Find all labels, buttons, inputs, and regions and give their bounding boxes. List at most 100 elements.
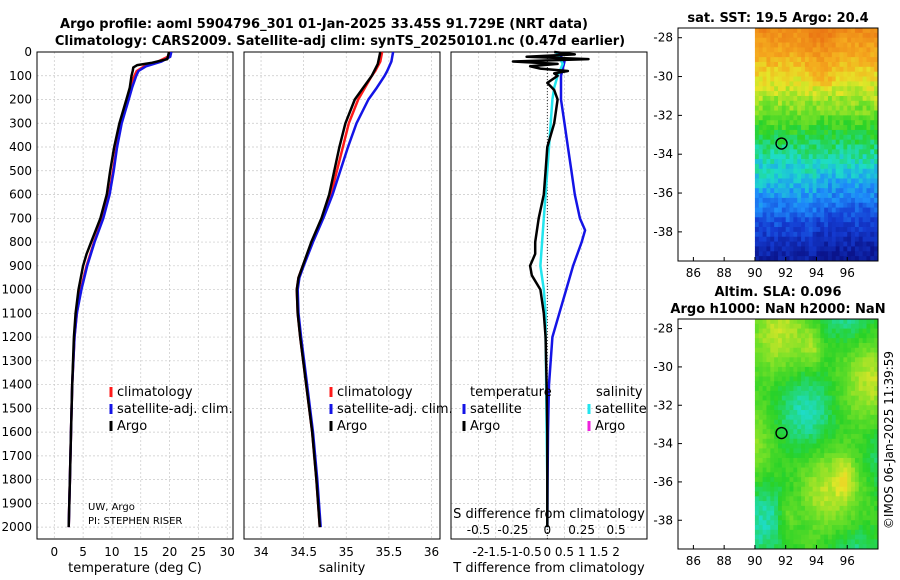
map-cell: [851, 168, 856, 175]
map-cell: [843, 202, 848, 208]
map-cell: [789, 86, 794, 92]
map-cell: [781, 105, 787, 111]
map-cell: [774, 32, 779, 39]
map-cell: [808, 390, 814, 397]
map-cell: [816, 222, 821, 228]
map-cell: [839, 366, 844, 373]
map-cell: [870, 400, 875, 406]
map-cell: [781, 386, 787, 392]
map-cell: [793, 424, 798, 430]
map-cell: [774, 438, 779, 444]
map-cell: [839, 414, 844, 421]
map-cell: [785, 457, 790, 464]
map-cell: [843, 149, 848, 155]
map-cell: [828, 477, 833, 483]
map-cell: [754, 57, 760, 63]
map-cell: [808, 105, 814, 111]
map-cell: [866, 333, 871, 339]
map-cell: [758, 520, 764, 526]
map-cell: [758, 410, 764, 416]
map-cell: [874, 477, 879, 483]
map-cell: [824, 81, 829, 87]
map-cell: [874, 448, 879, 454]
map-cell: [762, 328, 767, 334]
map-cell: [770, 429, 775, 435]
map-cell: [835, 419, 840, 425]
map-cell: [858, 486, 864, 492]
map-cell: [870, 28, 875, 34]
map-cell: [770, 386, 775, 392]
map-cell: [835, 188, 840, 194]
map-cell: [828, 357, 833, 363]
depth-tick-label: 1000: [1, 283, 32, 297]
map-cell: [778, 168, 783, 175]
map-cell: [781, 400, 787, 406]
map-cell: [781, 91, 787, 97]
map-cell: [858, 246, 864, 252]
map-cell: [820, 362, 825, 368]
map-cell: [766, 139, 771, 145]
map-cell: [828, 105, 833, 111]
map-cell: [801, 405, 806, 411]
map-cell: [843, 183, 848, 189]
map-cell: [797, 28, 802, 34]
map-cell: [820, 227, 825, 233]
map-cell: [828, 37, 833, 43]
map-cell: [816, 414, 821, 421]
map-cell: [812, 120, 817, 126]
map-cell: [793, 52, 798, 58]
map-cell: [778, 520, 783, 526]
map-cell: [854, 42, 860, 48]
map-cell: [770, 323, 775, 329]
map-cell: [839, 467, 844, 473]
map-cell: [831, 125, 837, 131]
map-cell: [851, 193, 856, 199]
map-cell: [758, 505, 764, 512]
map-cell: [808, 76, 814, 82]
map-cell: [804, 178, 810, 184]
map-cell: [789, 217, 794, 223]
map-cell: [824, 534, 829, 540]
map-cell: [770, 193, 775, 199]
map-cell: [831, 453, 837, 459]
map-cell: [847, 86, 852, 92]
map-cell: [762, 139, 767, 145]
map-cell: [804, 501, 810, 507]
map-cell: [762, 333, 767, 339]
map-cell: [824, 222, 829, 228]
map-cell: [835, 477, 840, 483]
map-cell: [781, 134, 787, 141]
map-cell: [847, 525, 852, 531]
map-cell: [778, 333, 783, 339]
map-cell: [778, 496, 783, 502]
map-cell: [854, 71, 860, 77]
map-cell: [858, 434, 864, 440]
map-cell: [870, 256, 875, 262]
map-cell: [808, 241, 814, 247]
map-cell: [785, 183, 790, 189]
map-cell: [770, 110, 775, 116]
map-cell: [785, 419, 790, 425]
legend-title-temperature: temperature: [470, 385, 552, 400]
map-cell: [754, 86, 760, 92]
map-cell: [812, 505, 817, 512]
map-x-tick-label: 88: [717, 554, 732, 568]
map-cell: [762, 168, 767, 175]
map-cell: [843, 381, 848, 387]
map-cell: [797, 168, 802, 175]
map-cell: [804, 110, 810, 116]
map-cell: [801, 212, 806, 218]
map-cell: [789, 515, 794, 521]
map-cell: [847, 144, 852, 150]
map-cell: [874, 86, 879, 92]
map-cell: [801, 520, 806, 526]
map-cell: [843, 207, 848, 213]
map-cell: [843, 125, 848, 131]
map-cell: [762, 81, 767, 87]
map-cell: [754, 81, 760, 87]
map-cell: [781, 212, 787, 218]
map-cell: [858, 202, 864, 208]
map-cell: [774, 134, 779, 141]
map-cell: [854, 212, 860, 218]
map-cell: [758, 419, 764, 425]
